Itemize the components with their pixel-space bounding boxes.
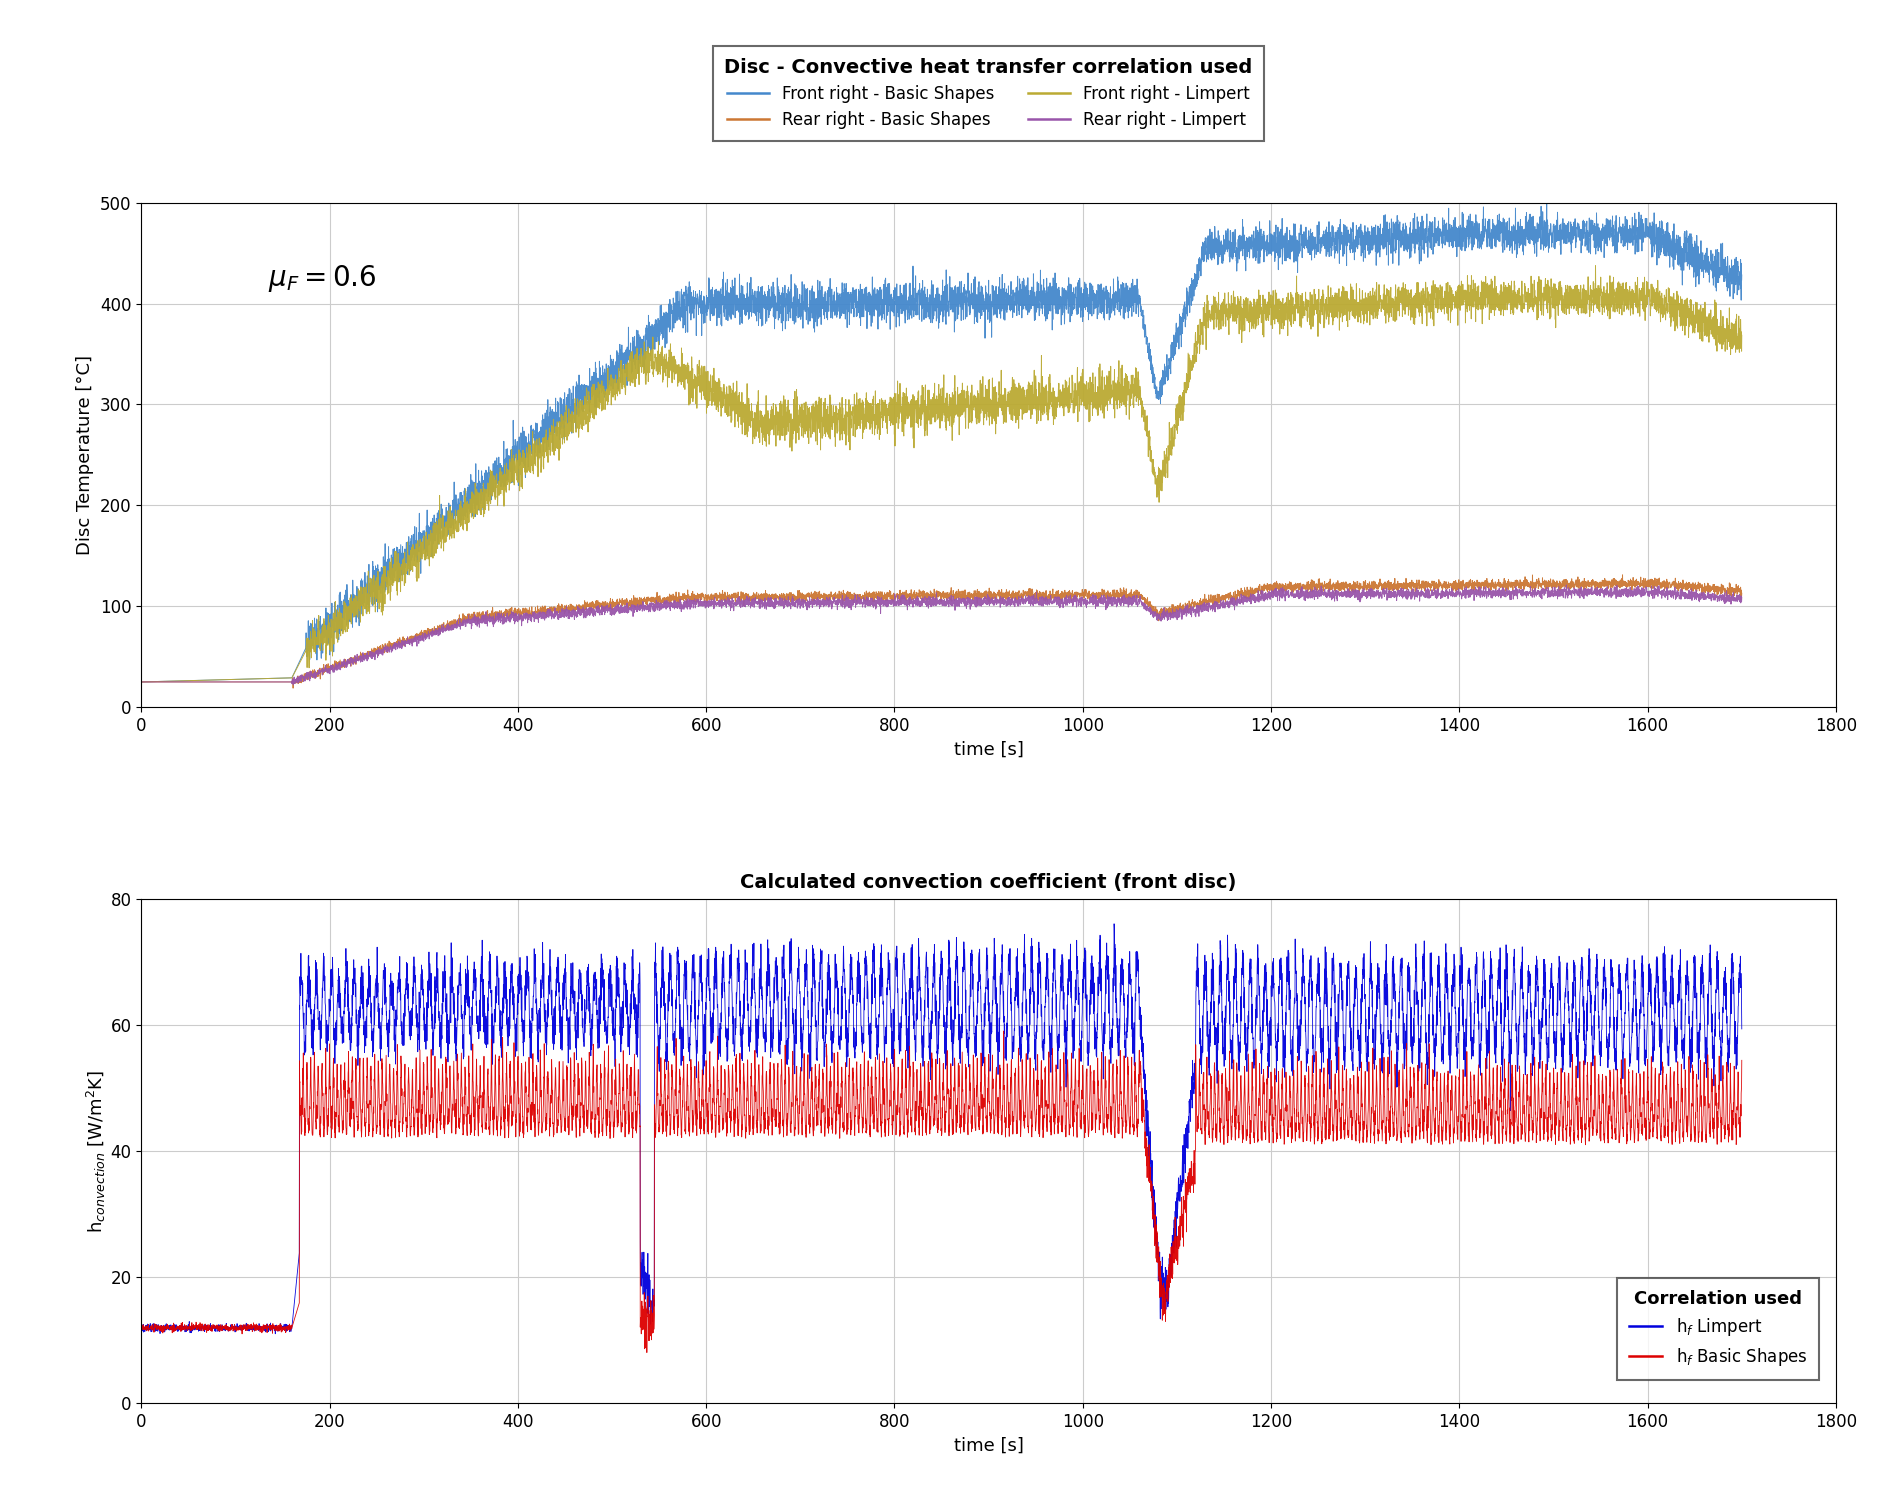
Legend: Front right - Basic Shapes, Rear right - Basic Shapes, Front right - Limpert, Re: Front right - Basic Shapes, Rear right -… [713,47,1263,141]
Text: $\mu_F = 0.6$: $\mu_F = 0.6$ [267,263,376,294]
Y-axis label: Disc Temperature [°C]: Disc Temperature [°C] [77,354,94,555]
X-axis label: time [s]: time [s] [952,740,1024,758]
Y-axis label: h$_{convection}$ [W/m$^2$K]: h$_{convection}$ [W/m$^2$K] [85,1070,107,1232]
Legend: h$_f$ Limpert, h$_f$ Basic Shapes: h$_f$ Limpert, h$_f$ Basic Shapes [1617,1277,1818,1379]
Title: Calculated convection coefficient (front disc): Calculated convection coefficient (front… [740,872,1236,892]
X-axis label: time [s]: time [s] [952,1436,1024,1454]
